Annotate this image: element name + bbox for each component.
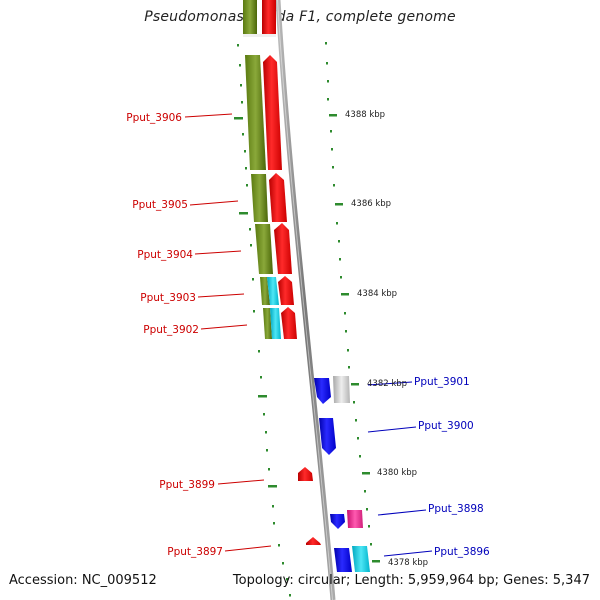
scale-label-4386: 4386 kbp	[351, 199, 391, 209]
gene-Pput_3898[interactable]	[330, 510, 363, 529]
gene-Pput_3906[interactable]	[245, 55, 282, 170]
gene-label-Pput_3903[interactable]: Pput_3903	[140, 292, 196, 304]
gene-label-Pput_3900[interactable]: Pput_3900	[418, 420, 474, 432]
scale-label-4388: 4388 kbp	[345, 110, 385, 120]
gene-label-Pput_3896[interactable]: Pput_3896	[434, 546, 490, 558]
gene-label-Pput_3904[interactable]: Pput_3904	[137, 249, 193, 261]
topology-label: Topology: circular; Length: 5,959,964 bp…	[232, 573, 590, 588]
gene-label-Pput_3897[interactable]: Pput_3897	[167, 546, 223, 558]
gene-label-Pput_3899[interactable]: Pput_3899	[159, 479, 215, 491]
inner-tick-rail	[325, 42, 380, 563]
scale-label-4382: 4382 kbp	[367, 379, 407, 389]
page-title: Pseudomonas putida F1, complete genome	[144, 9, 456, 25]
accession-label: Accession: NC_009512	[9, 573, 157, 588]
scale-label-4384: 4384 kbp	[357, 289, 397, 299]
forward-label-leaders	[367, 381, 433, 557]
reverse-label-leaders	[184, 113, 272, 552]
genome-backbone	[275, 0, 336, 600]
gene-Pput_3905[interactable]	[251, 173, 287, 222]
scale-label-4378: 4378 kbp	[388, 558, 428, 568]
gene-Pput_3902[interactable]	[263, 307, 297, 339]
gene-label-Pput_3906[interactable]: Pput_3906	[126, 112, 182, 124]
gene-block-top	[243, 0, 276, 37]
gene-Pput_3901[interactable]	[314, 376, 350, 404]
scale-label-4380: 4380 kbp	[377, 468, 417, 478]
gene-label-Pput_3901[interactable]: Pput_3901	[414, 376, 470, 388]
gene-Pput_3897[interactable]	[306, 537, 321, 545]
outer-tick-rail	[234, 44, 291, 597]
gene-Pput_3900[interactable]	[319, 418, 336, 455]
gene-label-Pput_3905[interactable]: Pput_3905	[132, 199, 188, 211]
gene-Pput_3896[interactable]	[334, 546, 370, 572]
gene-Pput_3899[interactable]	[298, 467, 313, 481]
gene-Pput_3903[interactable]	[260, 276, 294, 305]
gene-label-Pput_3902[interactable]: Pput_3902	[143, 324, 199, 336]
gene-label-Pput_3898[interactable]: Pput_3898	[428, 503, 484, 515]
gene-Pput_3904[interactable]	[255, 223, 292, 274]
